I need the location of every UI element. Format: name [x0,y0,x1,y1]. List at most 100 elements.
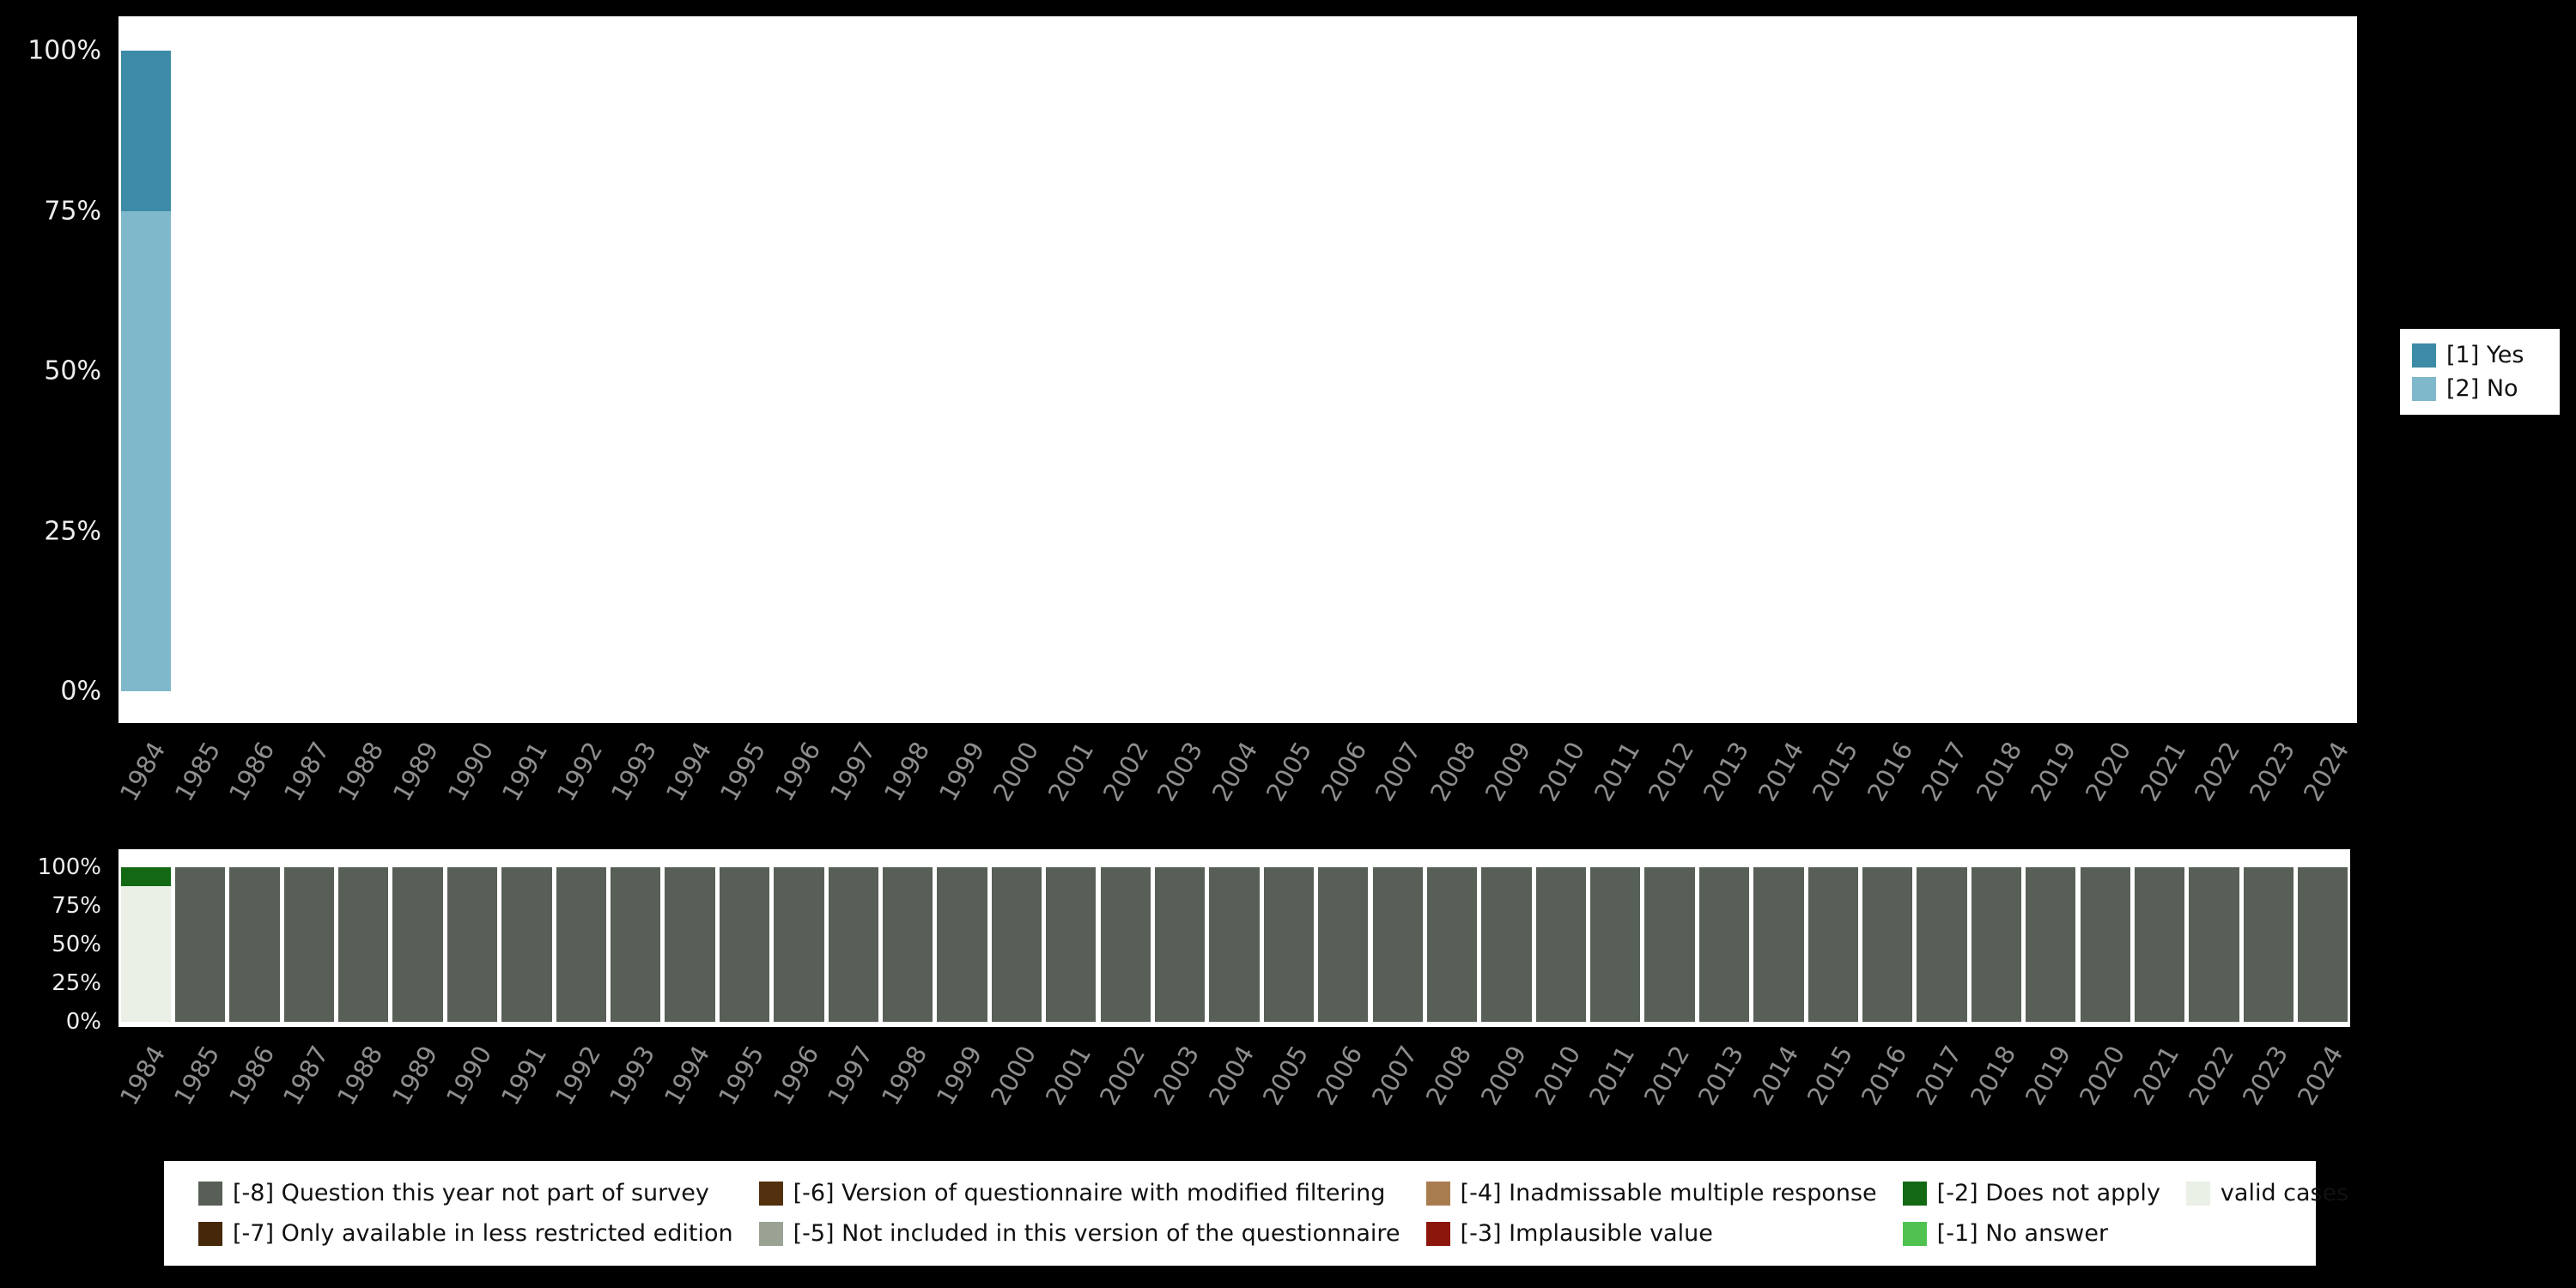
bar-2002 [1098,867,1152,1022]
bar-2022 [2193,51,2248,691]
x-tick-label: 1985 [168,737,226,806]
bar-1999 [938,51,993,691]
bar-segment [1590,867,1641,1022]
bar-segment [338,867,389,1022]
bar-1997 [829,51,884,691]
bar-segment [1917,867,1967,1022]
y-tick-label: 50% [52,932,101,957]
x-tick-label: 2022 [2189,737,2246,806]
bar-2020 [2078,867,2132,1022]
legend-swatch [2185,1181,2210,1206]
bar-2017 [1915,867,1969,1022]
x-tick-label: 1984 [113,1041,172,1110]
y-tick-label: 0% [60,676,101,707]
x-tick-label: 2011 [1583,1041,1641,1110]
bar-1999 [935,867,989,1022]
legend-swatch [198,1181,222,1206]
top-chart-legend: [1] Yes [2] No [2400,329,2560,415]
bar-2011 [1589,867,1643,1022]
x-tick-label: 2024 [2291,1041,2348,1110]
y-tick-label: 100% [27,35,101,66]
x-tick-label: 2017 [1916,737,1973,806]
bar-segment [1318,867,1369,1022]
bar-segment [120,51,172,211]
legend-item: [-5] Not included in this version of the… [758,1220,1400,1247]
bar-1992 [556,51,611,691]
bar-2001 [1044,867,1098,1022]
x-tick-label: 2005 [1256,1041,1315,1110]
bar-1985 [173,867,227,1022]
x-tick-label: 2018 [1970,737,2028,806]
x-tick-label: 2008 [1424,737,1482,806]
bar-2006 [1320,51,1375,691]
bar-segment [229,867,280,1022]
x-tick-label: 1991 [495,1041,552,1110]
x-tick-label: 1995 [714,737,772,806]
bar-1987 [283,51,337,691]
x-tick-label: 1999 [933,737,991,806]
legend-label: [-5] Not included in this version of the… [793,1220,1400,1247]
bar-2008 [1425,867,1479,1022]
bar-1986 [228,867,282,1022]
bar-1995 [719,51,774,691]
bar-2018 [1975,51,2030,691]
bar-segment [1698,867,1750,1022]
x-tick-label: 1998 [878,737,936,806]
bar-2021 [2132,867,2186,1022]
x-tick-label: 1993 [604,1041,661,1110]
bar-1989 [392,51,447,691]
bar-segment [501,867,552,1022]
bar-2016 [1866,51,1921,691]
bar-1989 [391,867,445,1022]
x-tick-label: 1988 [331,1041,389,1110]
bar-segment [882,867,933,1022]
x-tick-label: 1992 [550,737,608,806]
bar-2017 [1920,51,1975,691]
x-tick-label: 2020 [2079,737,2137,806]
bar-segment [774,867,824,1022]
x-tick-label: 1989 [386,737,445,806]
legend-swatch [2412,343,2436,368]
legend-swatch [1425,1181,1450,1206]
bar-2001 [1047,51,1102,691]
legend-label: [-6] Version of questionnaire with modif… [793,1180,1386,1206]
x-tick-label: 1986 [222,1041,280,1110]
legend-label: [-4] Inadmissable multiple response [1460,1180,1877,1206]
x-tick-label: 1994 [658,1041,716,1110]
bar-1986 [228,51,283,691]
y-tick-label: 75% [52,893,101,919]
x-tick-label: 1995 [713,1041,770,1110]
bar-1984 [118,51,173,691]
x-tick-label: 2018 [1965,1041,2022,1110]
bar-2010 [1538,51,1593,691]
bar-segment [1644,867,1695,1022]
bar-segment [1100,867,1151,1022]
bar-2003 [1152,867,1206,1022]
x-tick-label: 2023 [2243,737,2301,806]
x-tick-label: 2014 [1747,1041,1804,1110]
x-tick-label: 2003 [1151,737,1209,806]
x-tick-label: 1987 [276,1041,335,1110]
bar-1996 [774,51,829,691]
bar-2014 [1752,867,1806,1022]
x-tick-label: 2020 [2073,1041,2131,1110]
bar-segment [120,885,171,1022]
legend-item: [2] No [2412,375,2560,402]
bar-2004 [1207,867,1261,1022]
bar-segment [2298,867,2348,1022]
bar-1985 [173,51,228,691]
legend-item: [1] Yes [2412,342,2560,368]
bar-2021 [2139,51,2194,691]
bar-segment [937,867,987,1022]
x-tick-label: 2002 [1097,737,1154,806]
bar-segment [1372,867,1423,1022]
bar-segment [665,867,715,1022]
bar-1994 [665,51,720,691]
bar-2019 [2029,51,2084,691]
bar-2007 [1374,51,1429,691]
x-tick-label: 1999 [930,1041,988,1110]
bar-1994 [663,867,717,1022]
bar-segment [556,867,606,1022]
x-tick-label: 2019 [2025,737,2082,806]
